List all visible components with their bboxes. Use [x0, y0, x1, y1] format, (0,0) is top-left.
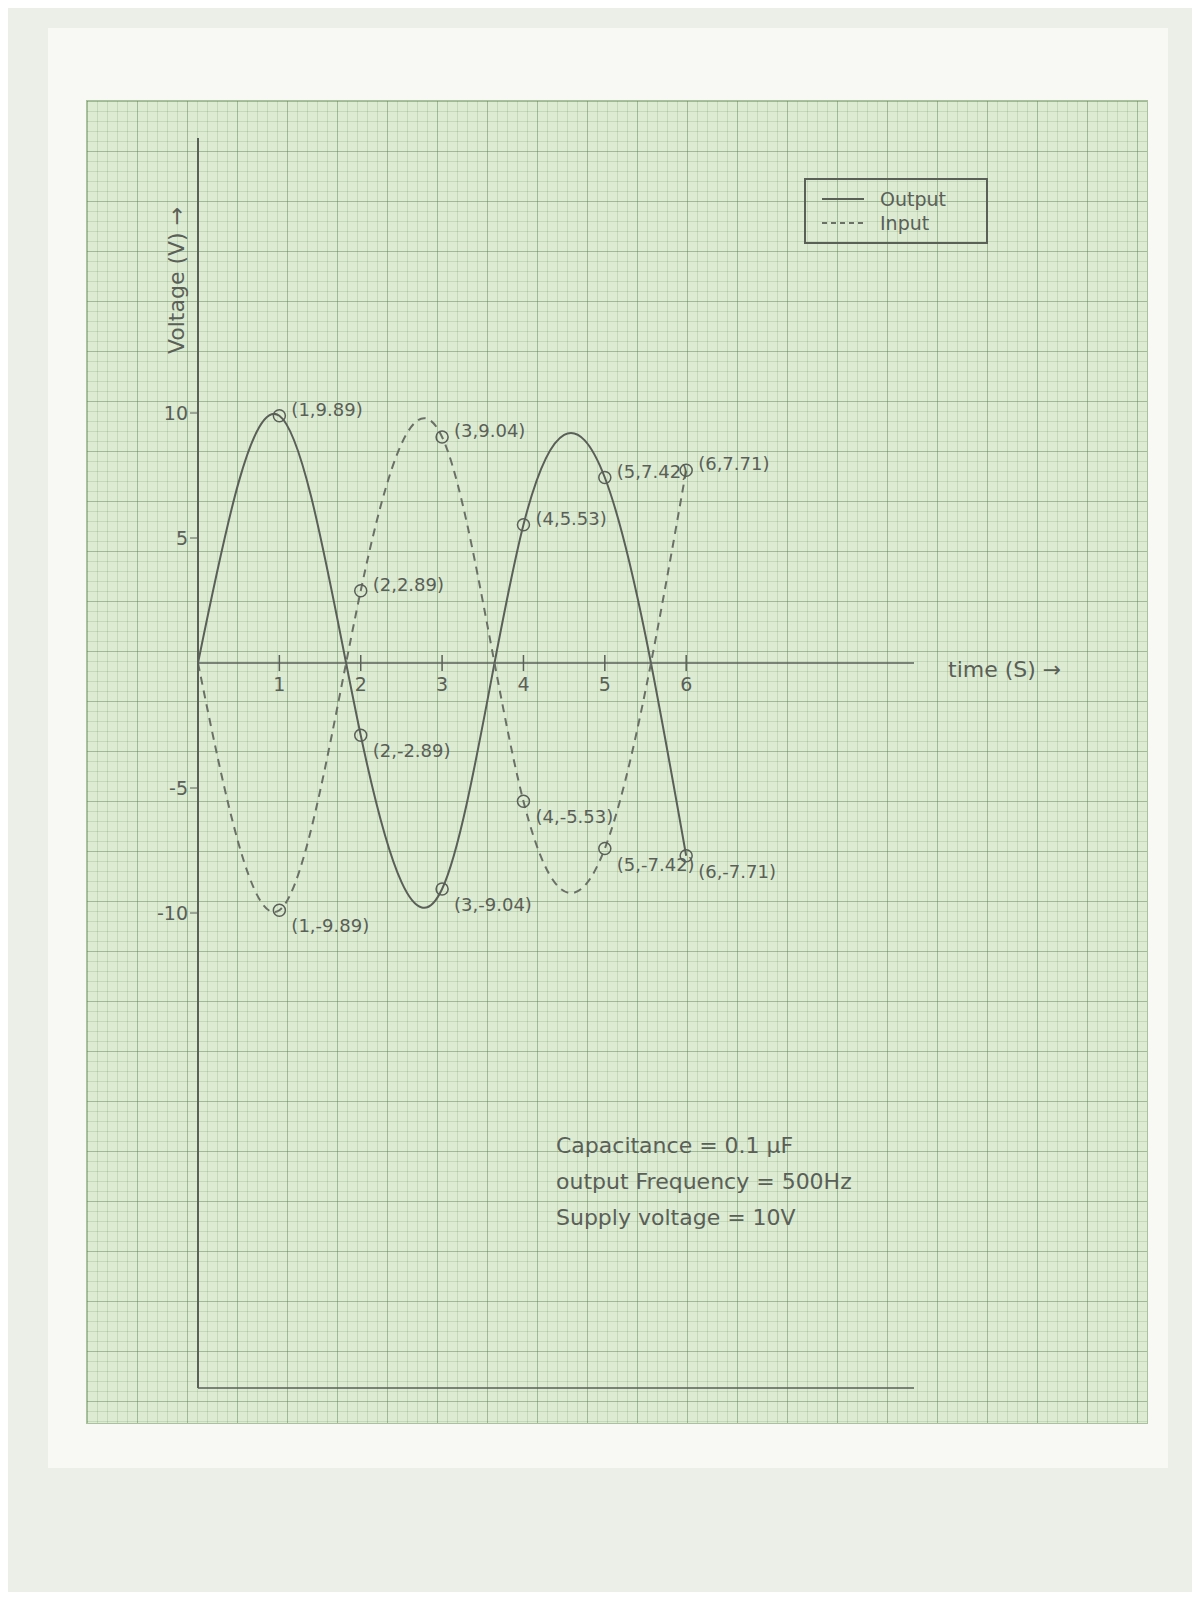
- svg-text:10: 10: [164, 402, 188, 424]
- svg-text:5: 5: [176, 527, 188, 549]
- html-text:output Frequency = 500Hz: output Frequency = 500Hz: [556, 1169, 852, 1194]
- svg-text:(1,-9.89): (1,-9.89): [291, 915, 369, 936]
- svg-text:(2,-2.89): (2,-2.89): [373, 740, 451, 761]
- svg-text:(3,-9.04): (3,-9.04): [454, 894, 532, 915]
- svg-text:(4,-5.53): (4,-5.53): [535, 806, 613, 827]
- html-text:Input: Input: [880, 212, 930, 234]
- svg-text:6: 6: [680, 673, 692, 695]
- html-text:Supply voltage = 10V: Supply voltage = 10V: [556, 1205, 796, 1230]
- svg-text:(6,-7.71): (6,-7.71): [698, 861, 776, 882]
- svg-text:3: 3: [436, 673, 448, 695]
- svg-text:(2,2.89): (2,2.89): [373, 574, 444, 595]
- svg-text:(3,9.04): (3,9.04): [454, 420, 525, 441]
- svg-text:(6,7.71): (6,7.71): [698, 453, 769, 474]
- html-text:time (S) →: time (S) →: [948, 657, 1062, 682]
- svg-text:4: 4: [517, 673, 529, 695]
- svg-text:2: 2: [355, 673, 367, 695]
- svg-text:(4,5.53): (4,5.53): [535, 508, 606, 529]
- html-text:Capacitance = 0.1 µF: Capacitance = 0.1 µF: [556, 1133, 794, 1158]
- html-text:Output: Output: [880, 188, 946, 210]
- html-text:Voltage (V) →: Voltage (V) →: [163, 206, 189, 355]
- svg-text:(1,9.89): (1,9.89): [291, 399, 362, 420]
- svg-text:-10: -10: [157, 902, 188, 924]
- svg-text:(5,7.42): (5,7.42): [617, 461, 688, 482]
- svg-text:1: 1: [273, 673, 285, 695]
- svg-text:-5: -5: [169, 777, 188, 799]
- svg-text:(5,-7.42): (5,-7.42): [617, 854, 695, 875]
- svg-text:5: 5: [599, 673, 611, 695]
